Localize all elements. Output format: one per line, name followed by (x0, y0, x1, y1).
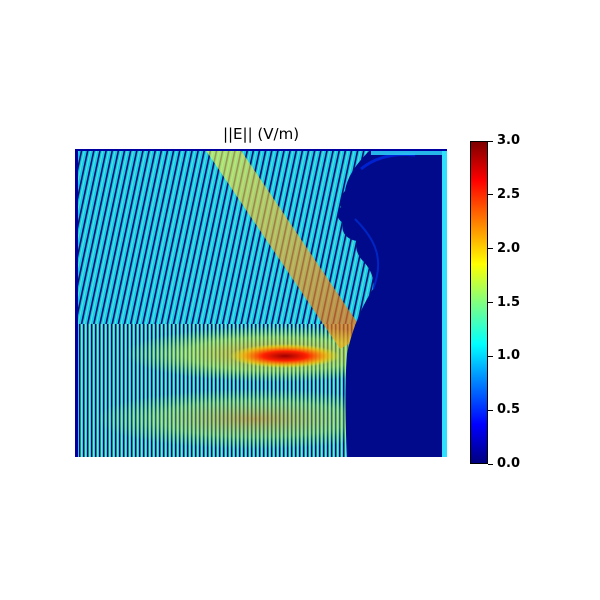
colorbar-tick-label: 0.0 (497, 456, 521, 471)
colorbar-tick-label: 3.0 (497, 133, 521, 148)
top-edge-strip (75, 149, 447, 151)
diagonal-beam (205, 149, 365, 349)
colorbar-tick (488, 248, 493, 250)
field-hotspot (230, 344, 340, 368)
colorbar-tick-label: 2.5 (497, 186, 521, 202)
colorbar-tick-label: 2.0 (497, 240, 521, 256)
lower-warm-band (95, 389, 415, 449)
head-silhouette (337, 149, 447, 457)
colorbar-tick-label: 1.0 (497, 348, 521, 364)
colorbar-tick (488, 463, 493, 465)
colorbar-tick (488, 302, 493, 303)
colorbar-tick-label: 1.5 (497, 294, 521, 310)
left-edge-strip (75, 149, 78, 457)
colorbar-tick (488, 194, 493, 196)
right-edge-strip (442, 149, 447, 457)
colorbar (470, 141, 488, 464)
colorbar-tick (488, 355, 493, 357)
chart-title: ||E|| (V/m) (222, 125, 300, 143)
colorbar-tick-label: 0.5 (497, 402, 521, 418)
colorbar-tick (488, 140, 493, 142)
colorbar-tick (488, 409, 493, 411)
field-map-heatmap (75, 149, 447, 457)
